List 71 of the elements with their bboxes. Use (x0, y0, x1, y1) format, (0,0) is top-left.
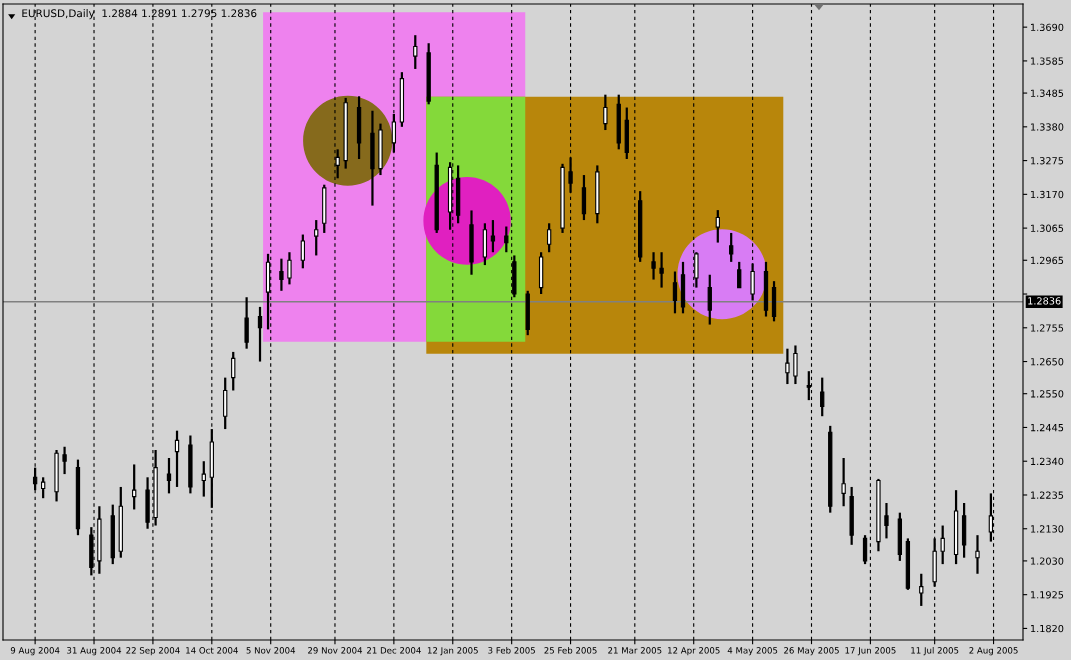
y-tick-label: 1.3585 (1031, 57, 1064, 65)
y-tick-label: 1.3065 (1031, 224, 1064, 232)
x-tick-label: 11 Jul 2005 (911, 646, 959, 656)
candlestick (257, 305, 263, 363)
candlestick (201, 460, 206, 498)
x-tick-label: 25 Feb 2005 (544, 646, 597, 654)
x-tick-label: 29 Nov 2004 (308, 647, 363, 654)
x-tick-label: 12 Apr 2005 (668, 647, 720, 656)
candlestick (729, 231, 734, 263)
candlestick (707, 273, 712, 326)
y-tick-label: 1.2650 (1031, 358, 1064, 366)
x-tick-label: 9 Aug 2004 (10, 647, 60, 656)
x-tick-label: 3 Feb 2005 (488, 646, 535, 654)
candlestick (919, 572, 924, 608)
y-tick-label: 1.1925 (1031, 591, 1064, 599)
y-tick-label: 1.3690 (1031, 23, 1064, 31)
candlestick (314, 218, 319, 257)
candlestick (413, 34, 418, 71)
candlestick (659, 251, 664, 289)
candlestick (546, 222, 552, 254)
candlestick (279, 257, 284, 292)
x-tick-label: 17 Jun 2005 (845, 647, 896, 656)
x-tick-label: 12 Jan 2005 (427, 647, 478, 656)
candlestick (174, 429, 180, 489)
candlestick (715, 209, 720, 244)
x-tick-label: 21 Mar 2005 (608, 647, 662, 654)
candlestick (940, 524, 945, 566)
y-tick-label: 1.2235 (1031, 491, 1064, 499)
x-tick-label: 14 Oct 2004 (186, 647, 238, 654)
candlestick (841, 456, 846, 508)
y-tick-label: 1.2030 (1031, 557, 1064, 565)
candlestick (504, 225, 509, 254)
x-tick-label: 2 Aug 2005 (969, 647, 1018, 656)
x-tick-label: 4 May 2005 (727, 647, 778, 656)
candlestick (132, 463, 137, 511)
y-tick-label: 1.3380 (1031, 123, 1064, 131)
candlestick (603, 93, 608, 132)
y-tick-label: 1.3485 (1031, 89, 1064, 97)
x-tick-label: 22 Sep 2004 (126, 647, 180, 656)
candlestick (862, 534, 868, 566)
y-tick-label: 1.2130 (1031, 525, 1064, 533)
ref-line-label: 1.2836 (1028, 297, 1061, 305)
y-tick-label: 1.2965 (1031, 256, 1064, 265)
candlestick (737, 260, 742, 289)
x-tick-label: 5 Nov 2004 (246, 647, 296, 654)
x-tick-label: 26 May 2005 (784, 647, 839, 656)
y-tick-label: 1.1820 (1031, 624, 1064, 633)
candlestick (62, 445, 67, 476)
candlestick (300, 233, 306, 270)
candlestick (793, 344, 798, 386)
candlestick (166, 456, 172, 495)
y-tick-label: 1.3275 (1031, 157, 1064, 165)
y-tick-label: 1.3170 (1031, 190, 1064, 199)
y-tick-label: 1.2340 (1031, 457, 1064, 466)
candlestick (975, 534, 980, 575)
candlestick (231, 350, 236, 392)
candlestick (490, 218, 496, 254)
candlestick (820, 376, 825, 418)
candlestick (672, 270, 678, 315)
candlestick (651, 251, 656, 281)
x-tick-label: 31 Aug 2004 (67, 647, 122, 656)
x-tick-label: 21 Dec 2004 (366, 647, 421, 654)
candlestick (785, 347, 790, 386)
chart-title: EURUSD,Daily 1.2884 1.2891 1.2795 1.2836 (22, 9, 257, 20)
y-tick-label: 1.2550 (1031, 390, 1064, 398)
candlestick (750, 262, 755, 302)
candlestick (884, 501, 889, 540)
y-tick-label: 1.2755 (1031, 324, 1064, 332)
candlestick (40, 476, 46, 500)
candlestick (287, 251, 292, 286)
y-tick-label: 1.2445 (1031, 423, 1064, 432)
